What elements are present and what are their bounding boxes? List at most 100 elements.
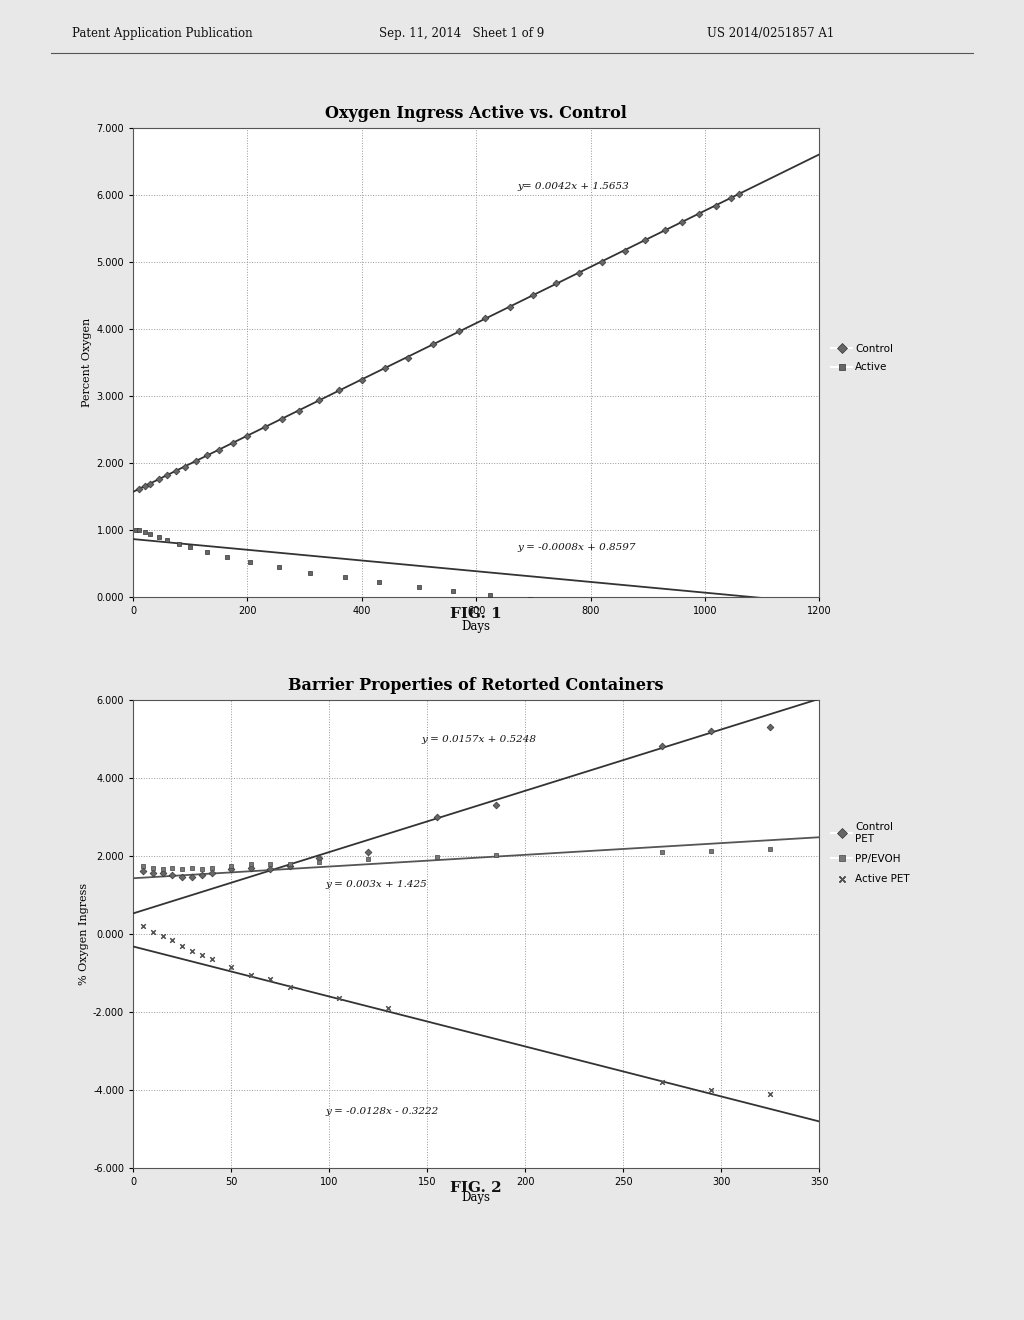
Point xyxy=(240,425,256,446)
Legend: Control
PET, PP/EVOH, Active PET: Control PET, PP/EVOH, Active PET xyxy=(831,822,910,884)
Point xyxy=(204,863,220,884)
Text: y = 0.003x + 1.425: y = 0.003x + 1.425 xyxy=(326,880,427,890)
Point xyxy=(160,529,176,550)
Point xyxy=(703,1080,720,1101)
Point xyxy=(151,469,167,490)
Point xyxy=(399,347,416,368)
Point xyxy=(174,867,190,888)
Point xyxy=(182,536,199,557)
Point xyxy=(200,445,216,466)
Point xyxy=(243,965,259,986)
Point xyxy=(155,863,171,884)
Point xyxy=(311,847,328,869)
Point xyxy=(703,840,720,861)
Point xyxy=(200,541,216,562)
Point xyxy=(183,941,200,962)
Point xyxy=(174,859,190,880)
Text: Patent Application Publication: Patent Application Publication xyxy=(72,26,252,40)
Point xyxy=(371,572,387,593)
Point xyxy=(503,296,519,317)
Point xyxy=(171,533,187,554)
Point xyxy=(594,251,610,272)
Point xyxy=(204,949,220,970)
Y-axis label: % Oxygen Ingress: % Oxygen Ingress xyxy=(79,883,89,985)
Point xyxy=(331,987,347,1008)
Point xyxy=(142,523,159,544)
Title: Barrier Properties of Retorted Containers: Barrier Properties of Retorted Container… xyxy=(289,677,664,694)
Point xyxy=(703,721,720,742)
Point xyxy=(144,863,161,884)
Point xyxy=(571,263,588,284)
Point xyxy=(487,795,504,816)
Point xyxy=(742,610,759,631)
Point xyxy=(522,589,539,610)
Point xyxy=(429,846,445,867)
Point xyxy=(691,203,708,224)
Point xyxy=(451,321,467,342)
Point xyxy=(331,380,347,401)
Point xyxy=(164,865,180,886)
Point xyxy=(282,855,298,876)
Point xyxy=(262,854,279,875)
Point xyxy=(353,370,370,391)
Point xyxy=(425,334,441,355)
Point xyxy=(128,519,144,540)
Point xyxy=(155,925,171,946)
Point xyxy=(164,929,180,950)
Point xyxy=(142,473,159,494)
Point xyxy=(476,308,493,329)
Point xyxy=(380,998,396,1019)
Point xyxy=(674,213,690,234)
Point xyxy=(131,478,147,499)
Point xyxy=(194,945,210,966)
Point xyxy=(731,183,748,205)
Point xyxy=(337,566,353,587)
Point xyxy=(291,400,307,421)
Point xyxy=(204,857,220,878)
Point xyxy=(131,519,147,540)
Point xyxy=(135,861,152,882)
Point xyxy=(223,957,240,978)
Point xyxy=(262,859,279,880)
Point xyxy=(211,440,227,461)
Point xyxy=(219,546,236,568)
Point xyxy=(262,969,279,990)
Point xyxy=(654,1072,671,1093)
Text: Sep. 11, 2014   Sheet 1 of 9: Sep. 11, 2014 Sheet 1 of 9 xyxy=(379,26,544,40)
Text: y= 0.0042x + 1.5653: y= 0.0042x + 1.5653 xyxy=(517,182,629,191)
Point xyxy=(144,858,161,879)
Point xyxy=(411,577,427,598)
Point xyxy=(599,597,615,618)
Text: y = -0.0128x - 0.3222: y = -0.0128x - 0.3222 xyxy=(326,1107,438,1117)
Point xyxy=(360,841,377,862)
Point xyxy=(194,859,210,880)
Point xyxy=(273,409,290,430)
X-axis label: Days: Days xyxy=(462,1192,490,1204)
Point xyxy=(183,858,200,879)
Point xyxy=(302,562,318,583)
Text: y = 0.0157x + 0.5248: y = 0.0157x + 0.5248 xyxy=(421,735,537,743)
Point xyxy=(243,854,259,875)
Legend: Control, Active: Control, Active xyxy=(831,345,893,372)
Point xyxy=(242,552,258,573)
Point xyxy=(223,855,240,876)
Point xyxy=(548,273,564,294)
Point xyxy=(194,865,210,886)
Point xyxy=(151,527,167,548)
Point xyxy=(616,240,633,261)
Point xyxy=(714,607,730,628)
Point xyxy=(639,601,656,622)
Point xyxy=(377,358,393,379)
Text: FIG. 2: FIG. 2 xyxy=(451,1181,502,1195)
Point xyxy=(762,717,778,738)
Text: y = -0.0008x + 0.8597: y = -0.0008x + 0.8597 xyxy=(517,543,636,552)
Point xyxy=(654,737,671,758)
Point xyxy=(360,849,377,870)
Point xyxy=(136,475,153,496)
Point xyxy=(135,916,152,937)
Point xyxy=(680,603,696,624)
Text: US 2014/0251857 A1: US 2014/0251857 A1 xyxy=(707,26,834,40)
Point xyxy=(525,284,542,305)
Point xyxy=(654,841,671,862)
Point xyxy=(559,593,575,614)
